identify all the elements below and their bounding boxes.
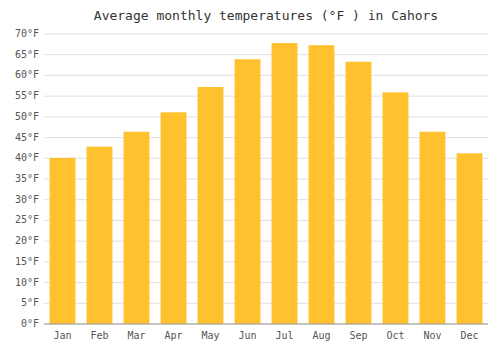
- x-tick-label: Jun: [238, 330, 256, 341]
- x-tick-label: Jul: [275, 330, 293, 341]
- bars: [50, 43, 483, 324]
- page: {"chart_data": {"type": "bar", "title": …: [0, 0, 500, 350]
- grid-line: [44, 324, 488, 325]
- x-tick-label: Sep: [349, 330, 367, 341]
- bar: [50, 158, 76, 324]
- x-tick-label: Dec: [460, 330, 478, 341]
- y-tick-label: 35°F: [15, 173, 39, 184]
- grid-line: [44, 34, 488, 35]
- x-tick-label: Apr: [164, 330, 182, 341]
- x-tick-label: May: [201, 330, 219, 341]
- x-tick-label: Aug: [312, 330, 330, 341]
- x-axis-line: [44, 324, 488, 325]
- y-tick-label: 20°F: [15, 235, 39, 246]
- grid-line: [44, 96, 488, 97]
- x-tick-label: Mar: [127, 330, 145, 341]
- bar: [87, 147, 113, 324]
- bar: [309, 45, 335, 324]
- grid: [44, 34, 488, 324]
- y-tick-label: 5°F: [21, 297, 39, 308]
- y-tick-label: 0°F: [21, 318, 39, 329]
- grid-line: [44, 75, 488, 76]
- chart: Average monthly temperatures (°F ) in Ca…: [0, 0, 500, 350]
- y-tick-label: 40°F: [15, 152, 39, 163]
- y-tick-label: 60°F: [15, 69, 39, 80]
- y-tick-label: 25°F: [15, 214, 39, 225]
- bar: [235, 59, 261, 324]
- y-axis: 0°F 5°F 10°F 15°F 20°F 25°F 30°F 35°F 40°F 45°F 50…: [15, 28, 39, 329]
- y-tick-label: 55°F: [15, 90, 39, 101]
- y-tick-label: 50°F: [15, 111, 39, 122]
- bar: [198, 87, 224, 324]
- title: Average monthly temperatures (°F ) in Ca…: [94, 8, 438, 23]
- grid-line: [44, 116, 488, 117]
- bar: [161, 112, 187, 324]
- y-tick-label: 10°F: [15, 277, 39, 288]
- bar: [272, 43, 298, 324]
- bar: [457, 153, 483, 324]
- y-tick-label: 70°F: [15, 28, 39, 39]
- x-axis: Jan Feb Mar Apr May Jun Jul Aug Sep Oct Nov Dec: [53, 330, 478, 341]
- background: [0, 0, 500, 350]
- grid-line: [44, 54, 488, 55]
- x-tick-label: Oct: [386, 330, 404, 341]
- bar: [124, 132, 150, 324]
- x-tick-label: Jan: [53, 330, 71, 341]
- y-tick-label: 65°F: [15, 49, 39, 60]
- x-tick-label: Feb: [90, 330, 108, 341]
- y-tick-label: 15°F: [15, 256, 39, 267]
- bar: [383, 92, 409, 324]
- y-tick-label: 30°F: [15, 194, 39, 205]
- y-tick-label: 45°F: [15, 132, 39, 143]
- bar: [420, 132, 446, 324]
- bar: [346, 62, 372, 324]
- x-tick-label: Nov: [423, 330, 441, 341]
